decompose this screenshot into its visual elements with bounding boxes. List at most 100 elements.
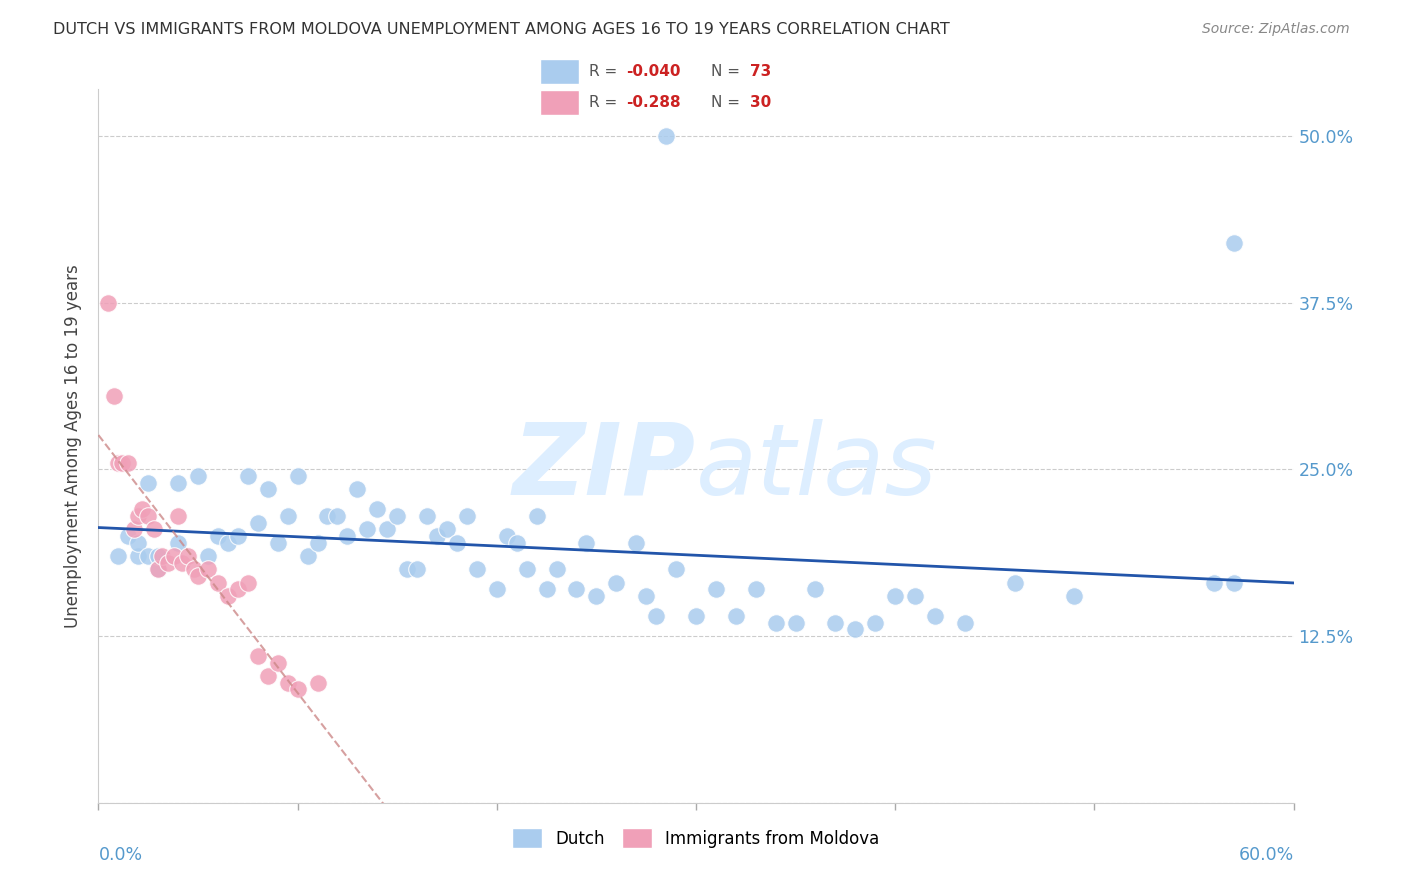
Point — [217, 589, 239, 603]
Point — [724, 609, 747, 624]
Point — [131, 502, 153, 516]
Point — [297, 549, 319, 563]
Point — [97, 295, 120, 310]
Point — [143, 522, 166, 536]
Point — [1004, 575, 1026, 590]
Point — [107, 456, 129, 470]
Point — [704, 582, 727, 597]
Point — [346, 483, 368, 497]
Point — [1223, 575, 1246, 590]
Point — [506, 535, 529, 549]
Point — [148, 549, 170, 563]
Y-axis label: Unemployment Among Ages 16 to 19 years: Unemployment Among Ages 16 to 19 years — [65, 264, 83, 628]
Point — [456, 509, 478, 524]
Point — [172, 556, 194, 570]
Point — [516, 562, 538, 576]
Point — [1063, 589, 1085, 603]
Point — [953, 615, 976, 630]
Point — [107, 549, 129, 563]
Text: R =: R = — [589, 95, 621, 110]
Point — [236, 469, 259, 483]
Legend: Dutch, Immigrants from Moldova: Dutch, Immigrants from Moldova — [506, 822, 886, 855]
Text: 30: 30 — [749, 95, 770, 110]
Point — [626, 535, 648, 549]
Point — [436, 522, 458, 536]
Point — [127, 535, 149, 549]
Point — [167, 535, 190, 549]
Point — [277, 675, 299, 690]
Point — [183, 562, 205, 576]
Point — [655, 128, 678, 143]
Point — [267, 656, 290, 670]
Point — [884, 589, 907, 603]
Point — [406, 562, 429, 576]
Point — [665, 562, 688, 576]
Point — [1202, 575, 1225, 590]
Text: -0.040: -0.040 — [626, 64, 681, 79]
Text: Source: ZipAtlas.com: Source: ZipAtlas.com — [1202, 22, 1350, 37]
Point — [127, 509, 149, 524]
Bar — [540, 59, 579, 85]
Text: -0.288: -0.288 — [626, 95, 681, 110]
Point — [336, 529, 359, 543]
Point — [465, 562, 488, 576]
Point — [236, 575, 259, 590]
Point — [277, 509, 299, 524]
Point — [924, 609, 946, 624]
Text: N =: N = — [711, 95, 745, 110]
Point — [267, 535, 290, 549]
Point — [150, 549, 173, 563]
Point — [124, 522, 146, 536]
Point — [167, 509, 190, 524]
Point — [645, 609, 668, 624]
Point — [575, 535, 598, 549]
Point — [148, 562, 170, 576]
Point — [167, 475, 190, 490]
Point — [148, 562, 170, 576]
Point — [111, 456, 134, 470]
Point — [765, 615, 787, 630]
Point — [385, 509, 409, 524]
Text: R =: R = — [589, 64, 621, 79]
Point — [256, 483, 278, 497]
Point — [226, 529, 249, 543]
Point — [246, 516, 269, 530]
Point — [585, 589, 607, 603]
Point — [316, 509, 339, 524]
Point — [745, 582, 768, 597]
Point — [446, 535, 468, 549]
Point — [246, 649, 269, 664]
Point — [1223, 235, 1246, 250]
Text: DUTCH VS IMMIGRANTS FROM MOLDOVA UNEMPLOYMENT AMONG AGES 16 TO 19 YEARS CORRELAT: DUTCH VS IMMIGRANTS FROM MOLDOVA UNEMPLO… — [53, 22, 950, 37]
Point — [287, 469, 309, 483]
Point — [307, 675, 329, 690]
Bar — [540, 90, 579, 115]
Point — [426, 529, 449, 543]
Text: 60.0%: 60.0% — [1239, 846, 1294, 863]
Point — [485, 582, 508, 597]
Point — [187, 469, 209, 483]
Point — [197, 562, 219, 576]
Point — [197, 549, 219, 563]
Point — [565, 582, 588, 597]
Point — [844, 623, 866, 637]
Point — [177, 549, 200, 563]
Point — [526, 509, 548, 524]
Point — [904, 589, 927, 603]
Point — [307, 535, 329, 549]
Text: 0.0%: 0.0% — [98, 846, 142, 863]
Point — [685, 609, 707, 624]
Point — [536, 582, 558, 597]
Point — [136, 549, 159, 563]
Point — [117, 456, 139, 470]
Point — [217, 535, 239, 549]
Point — [287, 682, 309, 697]
Point — [366, 502, 388, 516]
Point — [136, 509, 159, 524]
Point — [157, 556, 180, 570]
Text: N =: N = — [711, 64, 745, 79]
Point — [187, 569, 209, 583]
Text: atlas: atlas — [696, 419, 938, 516]
Text: ZIP: ZIP — [513, 419, 696, 516]
Point — [356, 522, 378, 536]
